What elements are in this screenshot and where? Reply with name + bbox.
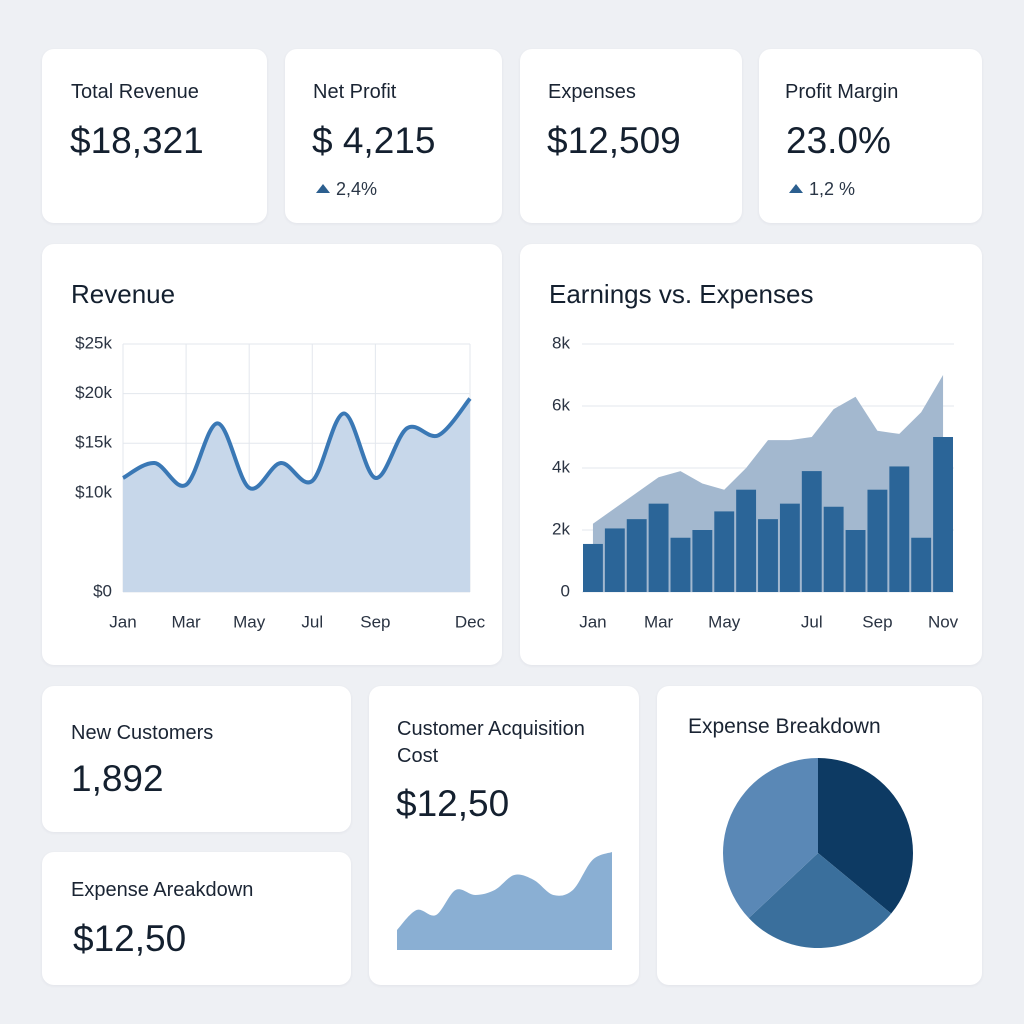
bar — [692, 530, 713, 592]
bar — [933, 437, 953, 592]
pie-slice — [818, 758, 913, 914]
bar — [801, 471, 822, 592]
x-tick-label: Dec — [455, 612, 486, 631]
bar — [583, 543, 603, 592]
y-tick-label: 8k — [552, 333, 570, 352]
kpi-card: Net Profit $ 4,215 2,4% — [285, 49, 502, 223]
kpi-value: $ 4,215 — [312, 120, 436, 161]
metric-label: Expense Areakdown — [71, 879, 254, 901]
y-tick-label: $0 — [93, 581, 112, 600]
x-tick-label: Nov — [928, 612, 959, 631]
metric-value: 1,892 — [71, 758, 164, 799]
kpi-change-text: 2,4% — [336, 179, 378, 199]
metric-value: $12,50 — [396, 783, 510, 824]
bar — [911, 537, 932, 592]
chart-title: Earnings vs. Expenses — [549, 279, 814, 309]
kpi-label: Total Revenue — [71, 81, 199, 103]
bar — [648, 503, 669, 592]
revenue-line — [122, 397, 472, 491]
pie-slice — [722, 758, 818, 919]
bar — [736, 489, 757, 592]
bar — [845, 530, 866, 592]
x-tick-label: Mar — [171, 612, 201, 631]
bar — [758, 519, 778, 592]
kpi-label: Net Profit — [313, 81, 397, 103]
kpi-change: 1,2 % — [789, 179, 855, 200]
kpi-change-text: 1,2 % — [809, 179, 856, 199]
chart-title: Revenue — [71, 279, 176, 309]
metric-value: $12,50 — [73, 918, 187, 959]
x-tick-label: Sep — [862, 612, 892, 631]
x-tick-label: Jan — [579, 612, 606, 631]
sparkline-area — [397, 852, 612, 950]
y-tick-label: $25k — [75, 333, 112, 352]
metric-label: Customer Acquisition Cost — [397, 718, 585, 767]
y-tick-label: 0 — [561, 581, 570, 600]
bar — [779, 503, 800, 592]
x-tick-label: May — [708, 612, 741, 631]
x-tick-label: May — [233, 612, 266, 631]
y-tick-label: $15k — [75, 433, 112, 452]
bar — [670, 537, 691, 592]
x-tick-label: Jul — [801, 612, 823, 631]
kpi-card: Expenses $12,509 — [520, 49, 742, 223]
kpi-value: $12,509 — [547, 120, 681, 161]
y-tick-label: 4k — [552, 457, 570, 476]
y-tick-label: 6k — [552, 395, 570, 414]
kpi-value: 23.0% — [786, 120, 891, 161]
bar — [714, 511, 735, 592]
y-tick-label: $10k — [75, 482, 112, 501]
bar — [626, 519, 647, 592]
bar — [823, 506, 844, 592]
kpi-label: Profit Margin — [785, 81, 899, 103]
kpi-card: Total Revenue $18,321 — [42, 49, 267, 223]
up-arrow — [316, 184, 330, 193]
kpi-change: 2,4% — [316, 179, 377, 200]
y-tick-label: 2k — [552, 519, 570, 538]
kpi-card: Profit Margin 23.0% 1,2 % — [759, 49, 982, 223]
x-tick-label: Jan — [109, 612, 136, 631]
kpi-value: $18,321 — [70, 120, 204, 161]
metric-card: New Customers 1,892 — [42, 686, 351, 832]
x-tick-label: Sep — [360, 612, 390, 631]
metric-card: Expense Areakdown $12,50 — [42, 852, 351, 985]
bar — [889, 466, 910, 592]
x-tick-label: Jul — [301, 612, 323, 631]
up-arrow — [789, 184, 803, 193]
revenue-area — [123, 398, 470, 592]
bar — [604, 528, 625, 592]
x-tick-label: Mar — [644, 612, 674, 631]
y-tick-label: $20k — [75, 383, 112, 402]
pie-slice — [748, 853, 892, 948]
chart-title: Expense Breakdown — [688, 715, 881, 738]
kpi-label: Expenses — [548, 81, 636, 103]
metric-label: New Customers — [71, 722, 214, 744]
bar — [867, 489, 888, 592]
